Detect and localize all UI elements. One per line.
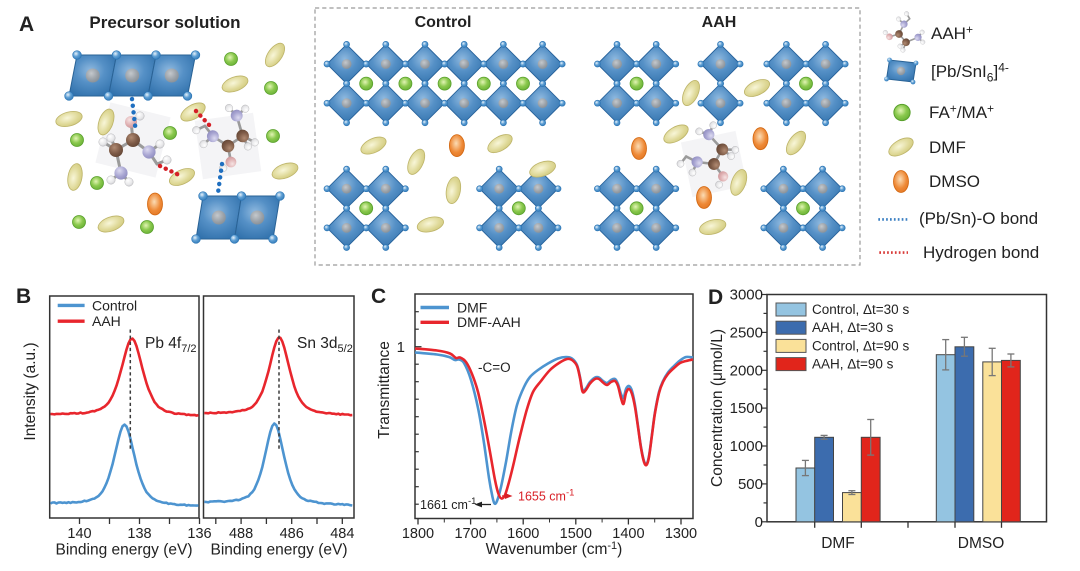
svg-text:-C=O: -C=O: [478, 360, 511, 375]
svg-text:DMF: DMF: [929, 138, 966, 157]
svg-text:AAH, Δt=30 s: AAH, Δt=30 s: [812, 320, 894, 335]
svg-text:1300: 1300: [665, 526, 697, 542]
svg-text:Intensity (a.u.): Intensity (a.u.): [22, 342, 39, 440]
svg-text:484: 484: [330, 526, 354, 542]
svg-text:1400: 1400: [612, 526, 644, 542]
svg-text:Wavenumber (cm-1): Wavenumber (cm-1): [486, 540, 623, 558]
svg-text:FA+/MA+: FA+/MA+: [929, 102, 994, 123]
svg-text:DMF: DMF: [457, 299, 487, 315]
svg-text:Control, Δt=30 s: Control, Δt=30 s: [812, 302, 909, 317]
svg-text:1800: 1800: [402, 526, 434, 542]
svg-text:DMF-AAH: DMF-AAH: [457, 314, 521, 330]
svg-text:136: 136: [187, 526, 211, 542]
svg-text:140: 140: [67, 526, 91, 542]
svg-text:Binding energy (eV): Binding energy (eV): [56, 542, 193, 559]
svg-text:2000: 2000: [730, 362, 763, 379]
svg-text:1500: 1500: [730, 400, 763, 417]
svg-text:C: C: [371, 285, 386, 308]
svg-text:DMSO: DMSO: [958, 535, 1005, 552]
svg-text:486: 486: [280, 526, 304, 542]
svg-text:A: A: [19, 13, 34, 36]
svg-text:DMSO: DMSO: [929, 172, 980, 191]
svg-text:488: 488: [229, 526, 253, 542]
svg-text:B: B: [16, 285, 31, 308]
svg-text:1700: 1700: [454, 526, 486, 542]
svg-text:AAH, Δt=90 s: AAH, Δt=90 s: [812, 357, 894, 372]
svg-text:Sn 3d5/2: Sn 3d5/2: [297, 335, 353, 355]
svg-text:3000: 3000: [730, 287, 763, 304]
svg-text:(Pb/Sn)-O bond: (Pb/Sn)-O bond: [919, 209, 1038, 228]
svg-text:[Pb/SnI6]4-: [Pb/SnI6]4-: [931, 61, 1009, 85]
svg-text:DMF: DMF: [821, 535, 855, 552]
svg-text:500: 500: [738, 476, 763, 493]
svg-text:1655 cm-1: 1655 cm-1: [518, 488, 574, 504]
svg-text:D: D: [708, 286, 723, 309]
svg-text:Transmittance: Transmittance: [376, 341, 393, 439]
svg-text:Concentration (μmol/L): Concentration (μmol/L): [709, 329, 726, 487]
svg-text:AAH+: AAH+: [931, 23, 973, 44]
svg-text:Pb 4f7/2: Pb 4f7/2: [145, 335, 197, 355]
svg-text:Control: Control: [415, 14, 472, 31]
svg-text:Control, Δt=90 s: Control, Δt=90 s: [812, 338, 909, 353]
svg-text:AAH: AAH: [92, 313, 121, 329]
svg-text:Control: Control: [92, 297, 137, 313]
svg-text:Binding energy (eV): Binding energy (eV): [211, 542, 348, 559]
svg-text:138: 138: [127, 526, 151, 542]
svg-text:Hydrogen bond: Hydrogen bond: [923, 243, 1039, 262]
svg-text:1661 cm-1: 1661 cm-1: [420, 496, 476, 512]
svg-text:1000: 1000: [730, 438, 763, 455]
svg-text:1500: 1500: [560, 526, 592, 542]
svg-text:2500: 2500: [730, 324, 763, 341]
svg-text:AAH: AAH: [702, 14, 737, 31]
svg-text:Precursor solution: Precursor solution: [89, 13, 240, 32]
svg-text:0: 0: [755, 514, 763, 531]
svg-text:1: 1: [397, 339, 405, 356]
svg-text:1600: 1600: [507, 526, 539, 542]
